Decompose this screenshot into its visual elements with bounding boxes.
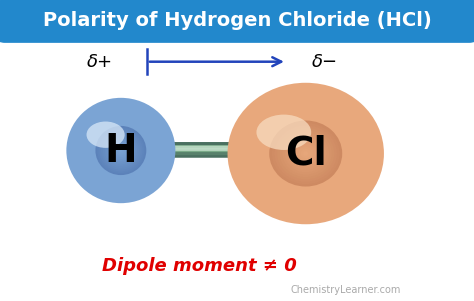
Ellipse shape bbox=[303, 151, 309, 156]
Ellipse shape bbox=[282, 132, 329, 175]
Ellipse shape bbox=[233, 88, 379, 219]
Ellipse shape bbox=[106, 136, 136, 165]
Ellipse shape bbox=[301, 149, 311, 158]
Ellipse shape bbox=[256, 109, 356, 198]
Ellipse shape bbox=[248, 102, 363, 205]
Ellipse shape bbox=[262, 113, 350, 194]
Ellipse shape bbox=[97, 128, 145, 173]
Text: δ−: δ− bbox=[311, 53, 338, 71]
Ellipse shape bbox=[70, 101, 172, 200]
Ellipse shape bbox=[264, 116, 347, 191]
Ellipse shape bbox=[104, 135, 137, 166]
Ellipse shape bbox=[75, 107, 166, 194]
Ellipse shape bbox=[99, 129, 143, 172]
Ellipse shape bbox=[240, 95, 371, 213]
Ellipse shape bbox=[86, 117, 155, 184]
Ellipse shape bbox=[117, 147, 125, 154]
Ellipse shape bbox=[84, 115, 157, 186]
Ellipse shape bbox=[266, 118, 345, 189]
Ellipse shape bbox=[110, 140, 132, 161]
Ellipse shape bbox=[298, 146, 314, 160]
Ellipse shape bbox=[101, 131, 141, 170]
Text: Dipole moment ≠ 0: Dipole moment ≠ 0 bbox=[102, 257, 296, 275]
Ellipse shape bbox=[88, 119, 154, 182]
Ellipse shape bbox=[95, 126, 146, 175]
Text: H: H bbox=[105, 132, 137, 169]
Ellipse shape bbox=[73, 105, 168, 196]
Ellipse shape bbox=[272, 123, 339, 184]
Ellipse shape bbox=[277, 128, 335, 179]
Ellipse shape bbox=[112, 142, 130, 159]
Ellipse shape bbox=[72, 103, 170, 198]
Ellipse shape bbox=[287, 137, 324, 170]
Ellipse shape bbox=[280, 130, 332, 177]
Ellipse shape bbox=[292, 142, 319, 165]
Ellipse shape bbox=[79, 110, 163, 191]
Ellipse shape bbox=[66, 98, 175, 203]
Ellipse shape bbox=[295, 144, 316, 163]
Ellipse shape bbox=[81, 112, 161, 189]
Ellipse shape bbox=[290, 139, 321, 168]
Ellipse shape bbox=[92, 123, 150, 178]
Ellipse shape bbox=[68, 100, 173, 201]
Text: ChemistryLearner.com: ChemistryLearner.com bbox=[291, 285, 401, 296]
Ellipse shape bbox=[87, 122, 125, 148]
Ellipse shape bbox=[108, 138, 134, 163]
Ellipse shape bbox=[116, 145, 126, 156]
Ellipse shape bbox=[259, 111, 353, 196]
Ellipse shape bbox=[243, 97, 368, 210]
Text: δ+: δ+ bbox=[86, 53, 113, 71]
Ellipse shape bbox=[246, 99, 366, 208]
Text: Cl: Cl bbox=[285, 135, 327, 172]
FancyBboxPatch shape bbox=[0, 0, 474, 42]
Ellipse shape bbox=[228, 83, 384, 224]
Ellipse shape bbox=[230, 85, 381, 222]
Ellipse shape bbox=[254, 106, 358, 201]
Ellipse shape bbox=[119, 149, 123, 152]
Ellipse shape bbox=[256, 115, 311, 150]
Ellipse shape bbox=[251, 104, 360, 203]
Ellipse shape bbox=[238, 92, 374, 215]
Ellipse shape bbox=[94, 124, 148, 177]
Ellipse shape bbox=[274, 125, 337, 182]
Ellipse shape bbox=[77, 108, 164, 193]
Ellipse shape bbox=[269, 120, 342, 187]
Text: Polarity of Hydrogen Chloride (HCl): Polarity of Hydrogen Chloride (HCl) bbox=[43, 11, 431, 30]
Ellipse shape bbox=[90, 121, 152, 180]
Ellipse shape bbox=[82, 113, 159, 187]
Ellipse shape bbox=[114, 144, 128, 157]
Ellipse shape bbox=[103, 133, 139, 168]
Ellipse shape bbox=[235, 90, 376, 217]
Ellipse shape bbox=[285, 135, 327, 172]
